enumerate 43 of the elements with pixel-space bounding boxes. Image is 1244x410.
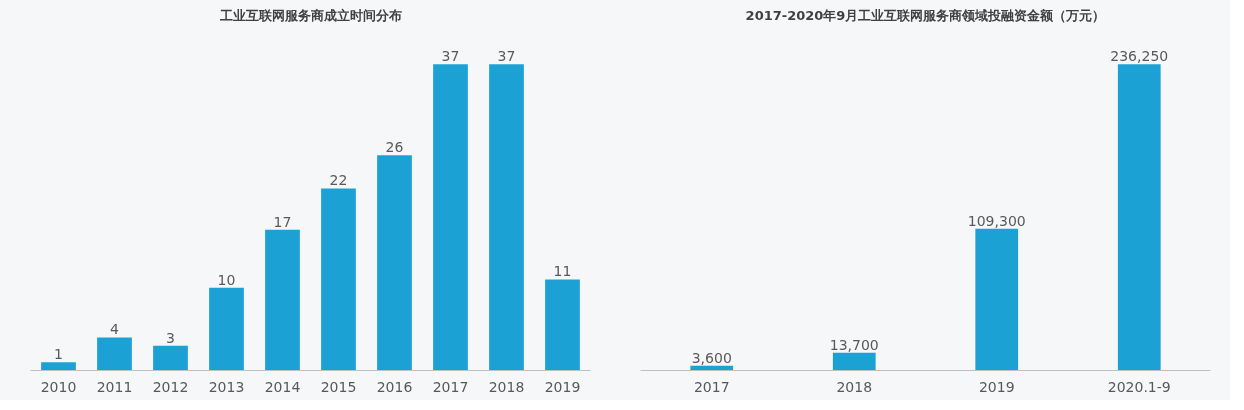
- data-label: 37: [441, 48, 460, 65]
- x-tick-label: 2018: [488, 378, 525, 395]
- x-tick-label: 2017: [432, 378, 469, 395]
- data-label: 236,250: [1110, 48, 1169, 65]
- data-label: 3,600: [691, 349, 732, 366]
- bar: [41, 362, 76, 371]
- x-tick-label: 2010: [40, 378, 77, 395]
- data-label: 17: [273, 213, 292, 230]
- x-tick-label: 2020.1-9: [1107, 378, 1171, 395]
- data-label: 10: [217, 271, 236, 288]
- bar: [97, 337, 132, 371]
- x-tick-label: 2019: [978, 378, 1015, 395]
- data-label: 22: [329, 172, 348, 189]
- x-tick-label: 2018: [836, 378, 873, 395]
- bar: [545, 279, 580, 371]
- data-label: 1: [54, 346, 63, 363]
- x-tick-label: 2011: [96, 378, 133, 395]
- chart-title: 工业互联网服务商成立时间分布: [218, 7, 402, 23]
- chart-title: 2017-2020年9月工业互联网服务商领域投融资金额（万元）: [745, 7, 1106, 23]
- x-tick-label: 2019: [544, 378, 581, 395]
- x-tick-label: 2012: [152, 378, 189, 395]
- bar: [321, 188, 356, 371]
- bar: [377, 155, 412, 371]
- bar: [975, 228, 1019, 371]
- bar: [832, 352, 876, 371]
- bar: [1117, 64, 1161, 371]
- data-label: 4: [110, 321, 120, 338]
- x-tick-label: 2014: [264, 378, 301, 395]
- bar: [153, 345, 188, 371]
- x-tick-label: 2016: [376, 378, 413, 395]
- data-label: 109,300: [967, 212, 1026, 229]
- data-label: 11: [553, 263, 572, 280]
- bar: [209, 287, 244, 371]
- data-label: 3: [166, 329, 175, 346]
- x-tick-label: 2013: [208, 378, 245, 395]
- bar: [265, 229, 300, 371]
- bar: [433, 64, 468, 371]
- data-label: 13,700: [829, 336, 879, 353]
- x-tick-label: 2015: [320, 378, 357, 395]
- data-label: 37: [497, 48, 516, 65]
- bar: [489, 64, 524, 371]
- data-label: 26: [385, 139, 404, 156]
- x-tick-label: 2017: [693, 378, 730, 395]
